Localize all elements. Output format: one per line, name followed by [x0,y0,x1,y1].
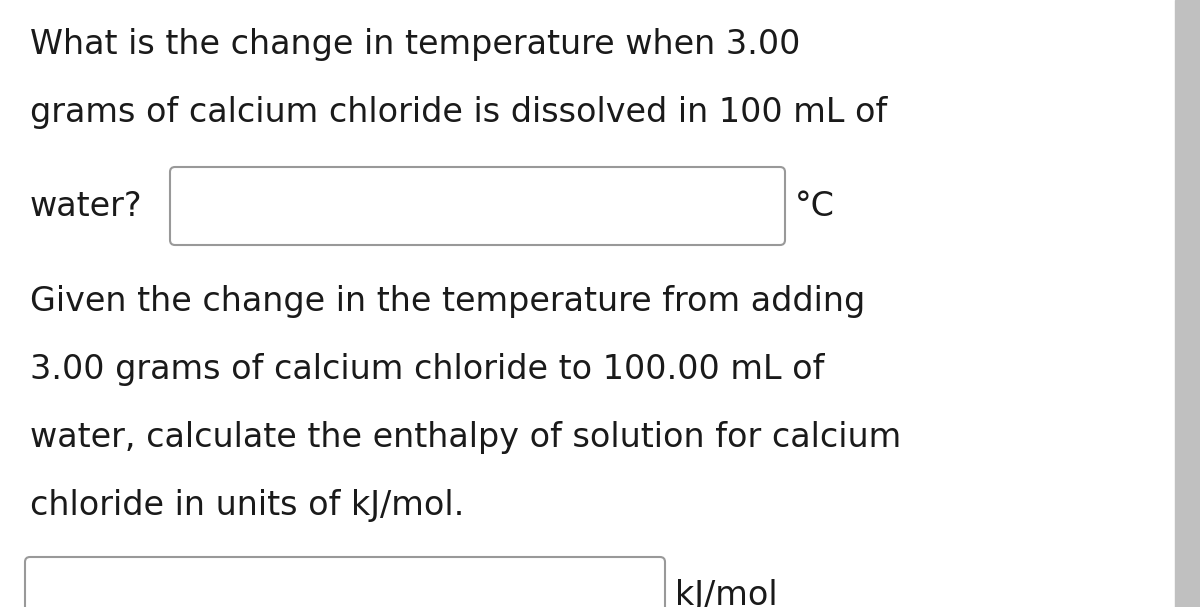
FancyBboxPatch shape [170,167,785,245]
Text: water, calculate the enthalpy of solution for calcium: water, calculate the enthalpy of solutio… [30,421,901,454]
Text: What is the change in temperature when 3.00: What is the change in temperature when 3… [30,28,800,61]
Text: 3.00 grams of calcium chloride to 100.00 mL of: 3.00 grams of calcium chloride to 100.00… [30,353,824,386]
Text: grams of calcium chloride is dissolved in 100 mL of: grams of calcium chloride is dissolved i… [30,96,887,129]
Text: kJ/mol: kJ/mol [674,580,778,607]
Bar [1175,0,1200,607]
Text: chloride in units of kJ/mol.: chloride in units of kJ/mol. [30,489,464,522]
Text: Given the change in the temperature from adding: Given the change in the temperature from… [30,285,865,318]
Text: water?: water? [30,189,143,223]
Text: °C: °C [796,189,835,223]
FancyBboxPatch shape [25,557,665,607]
